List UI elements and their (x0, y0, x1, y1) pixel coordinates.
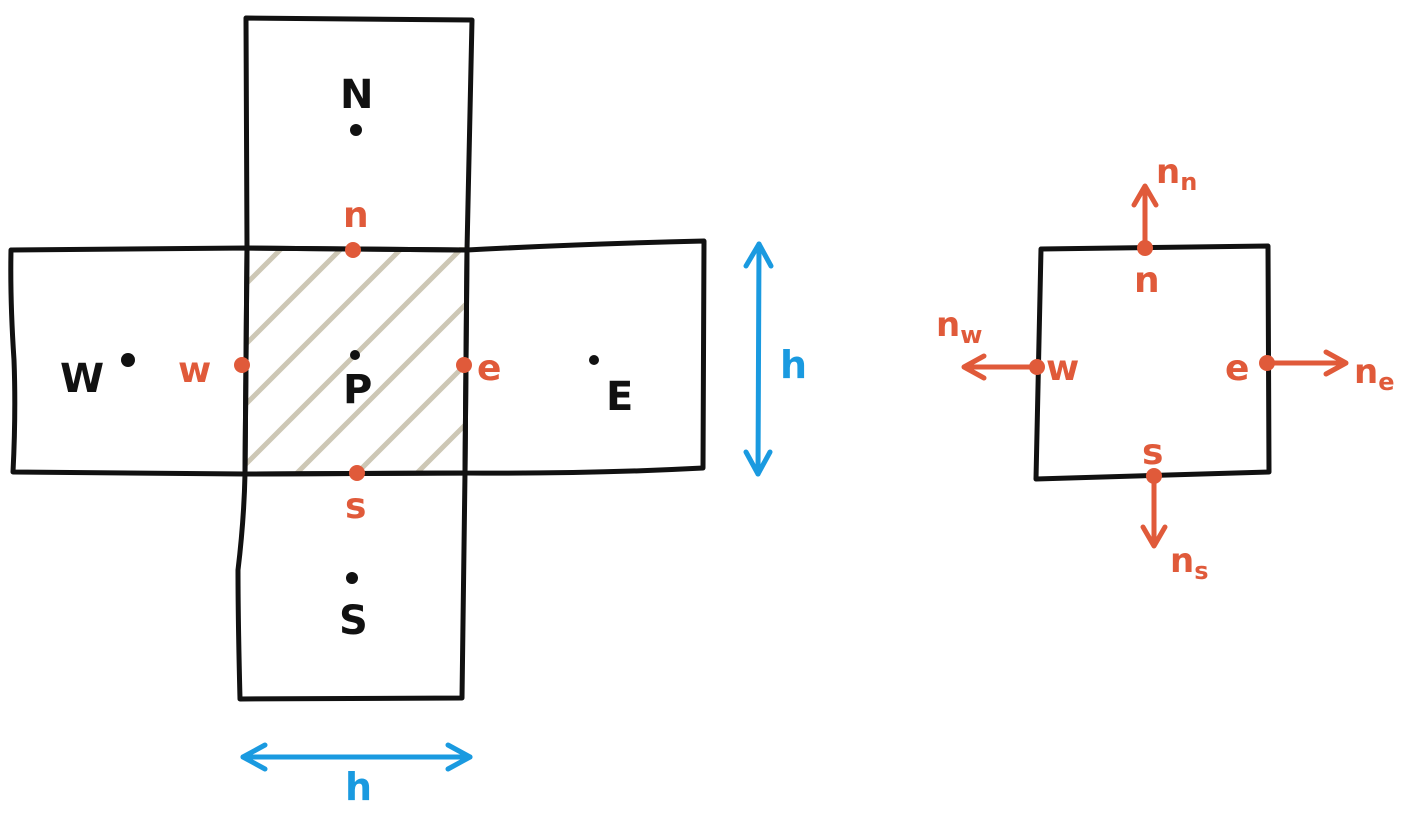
node-label-e: E (606, 374, 633, 420)
face-s-dot (349, 465, 365, 481)
node-n-dot (350, 124, 362, 136)
face-n-dot (345, 242, 361, 258)
node-label-p: P (343, 367, 372, 413)
face-e-dot (456, 357, 472, 373)
stencil: N W P E S n w e s h h (8, 15, 807, 809)
node-p-dot (350, 350, 360, 360)
node-e-dot (589, 355, 599, 365)
normal-label-w: nw (936, 305, 982, 349)
width-dimension-label: h (345, 765, 372, 809)
height-dimension-label: h (780, 343, 807, 387)
node-label-s: S (339, 598, 368, 644)
face-label-e: e (477, 348, 501, 389)
south-cell (235, 470, 468, 702)
east-cell (462, 238, 707, 476)
cv-face-n-dot (1137, 240, 1153, 256)
west-cell (8, 245, 250, 477)
height-dimension-arrow (743, 241, 774, 477)
cv-face-label-s: s (1142, 432, 1163, 473)
cv-face-label-e: e (1225, 348, 1249, 389)
control-volume-box (1033, 243, 1272, 482)
normal-label-s: ns (1170, 541, 1209, 585)
normal-arrow-w (961, 353, 1040, 381)
node-w-dot (121, 353, 135, 367)
cv-face-e-dot (1259, 355, 1275, 371)
cv-face-label-w: w (1046, 348, 1079, 389)
normal-arrow-e (1264, 349, 1349, 377)
face-w-dot (234, 357, 250, 373)
face-label-w: w (178, 350, 211, 391)
face-label-s: s (345, 486, 366, 527)
face-label-n: n (343, 195, 369, 236)
width-dimension-arrow (240, 742, 473, 772)
cv-face-w-dot (1029, 359, 1045, 375)
node-s-dot (346, 572, 358, 584)
cv-face-s-dot (1146, 468, 1162, 484)
control-volume: n s w e nn ns nw ne (936, 152, 1395, 585)
cv-face-label-n: n (1134, 260, 1160, 301)
node-label-n: N (340, 72, 373, 118)
normal-arrow-n (1131, 183, 1159, 251)
normal-arrow-s (1140, 473, 1168, 549)
normal-label-n: nn (1156, 152, 1197, 196)
node-label-w: W (60, 356, 104, 402)
normal-label-e: ne (1354, 352, 1395, 396)
center-cell (242, 245, 470, 477)
